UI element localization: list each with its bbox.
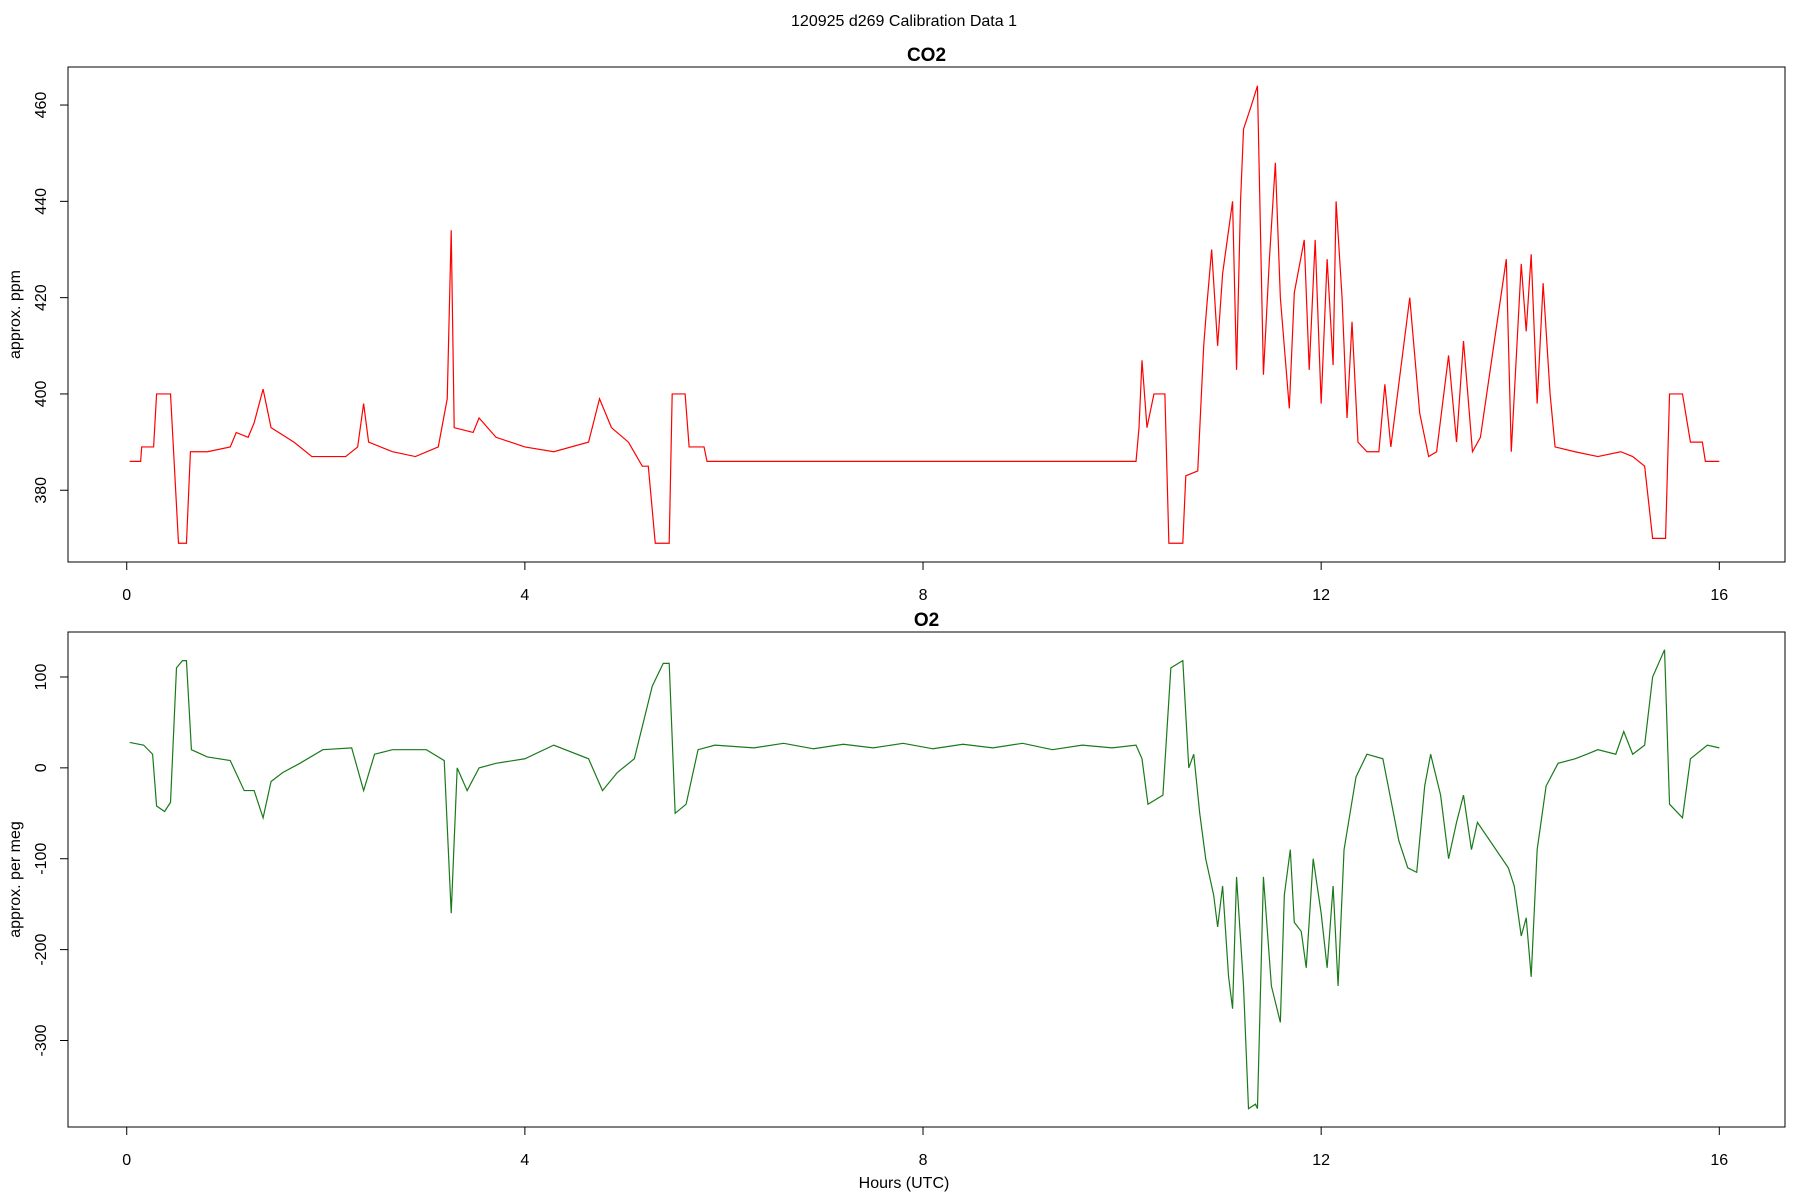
x-tick-label: 8 bbox=[919, 1152, 928, 1169]
y-axis-label: approx. ppm bbox=[7, 270, 24, 359]
y-tick-label: 420 bbox=[33, 284, 50, 311]
y-tick-label: -300 bbox=[33, 1024, 50, 1056]
x-tick-label: 8 bbox=[919, 587, 928, 604]
plot-frame bbox=[67, 631, 1786, 1128]
data-line bbox=[129, 85, 1720, 544]
y-tick-label: 0 bbox=[33, 763, 50, 772]
y-tick-label: -100 bbox=[33, 843, 50, 875]
page-title: 120925 d269 Calibration Data 1 bbox=[791, 13, 1017, 30]
x-tick-label: 4 bbox=[520, 587, 529, 604]
chart-title: CO2 bbox=[907, 45, 946, 66]
y-tick-label: 100 bbox=[33, 664, 50, 691]
x-tick-label: 12 bbox=[1312, 587, 1330, 604]
y-tick-label: 400 bbox=[33, 381, 50, 408]
x-tick-label: 12 bbox=[1312, 1152, 1330, 1169]
x-tick-label: 0 bbox=[122, 587, 131, 604]
x-tick-label: 4 bbox=[520, 1152, 529, 1169]
chart-title: O2 bbox=[914, 610, 939, 631]
y-axis-label: approx. per meg bbox=[7, 821, 24, 938]
y-tick-label: 380 bbox=[33, 477, 50, 504]
x-tick-label: 0 bbox=[122, 1152, 131, 1169]
y-tick-label: 440 bbox=[33, 188, 50, 215]
x-tick-label: 16 bbox=[1710, 587, 1728, 604]
y-tick-label: -200 bbox=[33, 934, 50, 966]
plot-frame bbox=[67, 66, 1786, 563]
x-tick-label: 16 bbox=[1710, 1152, 1728, 1169]
data-line bbox=[129, 649, 1720, 1110]
x-axis-label: Hours (UTC) bbox=[859, 1175, 950, 1192]
y-tick-label: 460 bbox=[33, 92, 50, 119]
